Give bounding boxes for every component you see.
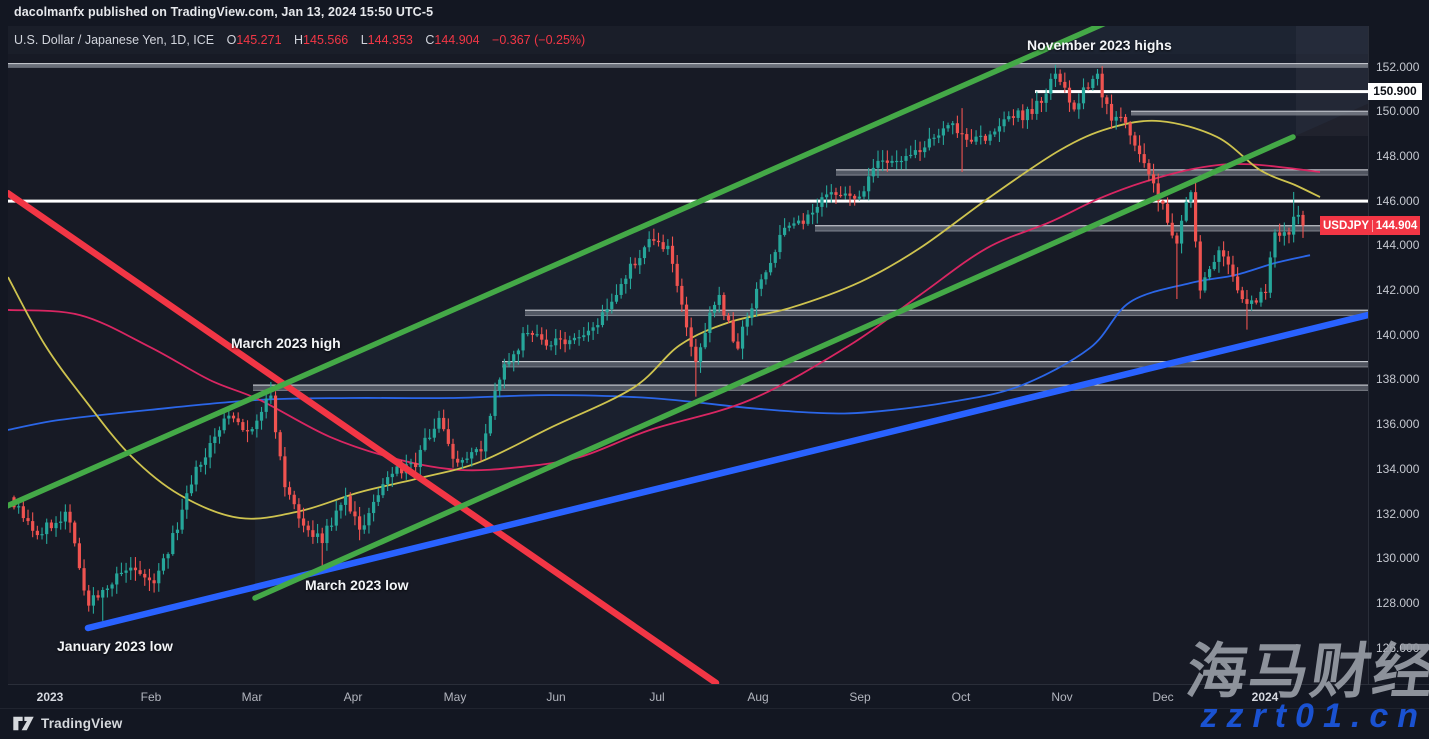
footer-bar: TradingView (0, 708, 1429, 739)
time-axis-label: Jul (649, 690, 665, 704)
ma-blue-line (8, 254, 1311, 431)
annotation-november-2023-highs: November 2023 highs (1027, 37, 1172, 53)
price-axis-label: 146.000 (1376, 193, 1420, 208)
red-downtrend-line (8, 190, 720, 684)
time-axis-label: Sep (849, 690, 871, 704)
price-axis-label: 136.000 (1376, 417, 1420, 432)
time-axis-label: Mar (241, 690, 263, 704)
price-axis-label: 138.000 (1376, 372, 1420, 387)
time-axis-label: Feb (140, 690, 162, 704)
price-scale[interactable]: 152.000 150.000 148.000 146.000 144.000 142.0… (1368, 26, 1429, 684)
price-chart-canvas[interactable] (8, 26, 1368, 684)
time-scale[interactable]: 2023 Feb Mar Apr May Jun Jul Aug Sep Oct Nov Dec 202… (8, 684, 1429, 709)
usdjpy-price-tag: USDJPY 144.904 (1320, 216, 1420, 236)
time-axis-label: Jun (546, 690, 566, 704)
chart-canvas-background (8, 26, 1368, 684)
watermark-url-text: zzrt01.cn (1200, 697, 1427, 735)
legend-bar (8, 26, 1368, 54)
time-axis-label: Nov (1051, 690, 1073, 704)
candles-layer (12, 64, 1305, 621)
symbol-legend: U.S. Dollar / Japanese Yen, 1D, ICE O145… (14, 33, 585, 47)
last-bar-highlight-panel (1296, 26, 1368, 136)
time-axis-label: Dec (1152, 690, 1174, 704)
time-axis-label: Apr (343, 690, 363, 704)
annotation-january-2023-low: January 2023 low (57, 638, 173, 654)
tradingview-logo-icon (13, 716, 34, 731)
price-axis-label: 152.000 (1376, 59, 1420, 74)
close-value: 144.904 (434, 33, 480, 47)
price-axis-label: 142.000 (1376, 283, 1420, 297)
low-value: 144.353 (367, 33, 413, 47)
annotation-march-2023-low: March 2023 low (305, 577, 409, 593)
price-axis-label: 148.000 (1376, 148, 1420, 163)
time-axis-label: Oct (951, 690, 971, 704)
ma-pink-line (8, 163, 1321, 472)
price-axis-label: 140.000 (1376, 327, 1420, 342)
annotation-march-2023-high: March 2023 high (231, 335, 341, 351)
price-axis-label: 128.000 (1376, 595, 1420, 610)
price-axis-label: 126.000 (1376, 640, 1420, 655)
open-value: 145.271 (236, 33, 282, 47)
watermark-chinese-text: 海马财经 (1182, 638, 1429, 705)
tradingview-logo[interactable]: TradingView (13, 715, 122, 732)
time-axis-label: 2024 (1251, 690, 1279, 704)
time-axis-label: 2023 (36, 690, 64, 704)
high-label: H (294, 33, 304, 47)
publish-header-bar: dacolmanfx published on TradingView.com,… (0, 0, 1429, 26)
close-label: C (425, 33, 435, 47)
tradingview-logo-text: TradingView (41, 716, 123, 731)
time-axis-label: May (443, 690, 467, 704)
low-label: L (360, 33, 368, 47)
price-axis-label: 134.000 (1376, 461, 1420, 476)
green-channel-lower (252, 134, 1296, 601)
green-channel-upper (8, 26, 1106, 509)
price-axis-label: 132.000 (1376, 506, 1420, 521)
publish-info-text: dacolmanfx published on TradingView.com,… (14, 5, 434, 19)
chart-layers (8, 26, 1368, 684)
symbol-title: U.S. Dollar / Japanese Yen, 1D, ICE (14, 33, 215, 47)
ma-yellow-line (8, 119, 1321, 520)
price-axis-label: 144.000 (1376, 238, 1420, 253)
open-label: O (226, 33, 237, 47)
price-axis-label: 150.000 (1376, 104, 1420, 119)
price-axis-label: 130.000 (1376, 551, 1420, 566)
time-axis-label: Aug (747, 690, 769, 704)
usdjpy-tag-price: 144.904 (1375, 219, 1418, 232)
price-level-label-150900: 150.900 (1368, 83, 1422, 101)
high-value: 145.566 (303, 33, 349, 47)
change-value: −0.367 (−0.25%) (492, 33, 586, 47)
usdjpy-tag-symbol: USDJPY (1320, 219, 1373, 232)
